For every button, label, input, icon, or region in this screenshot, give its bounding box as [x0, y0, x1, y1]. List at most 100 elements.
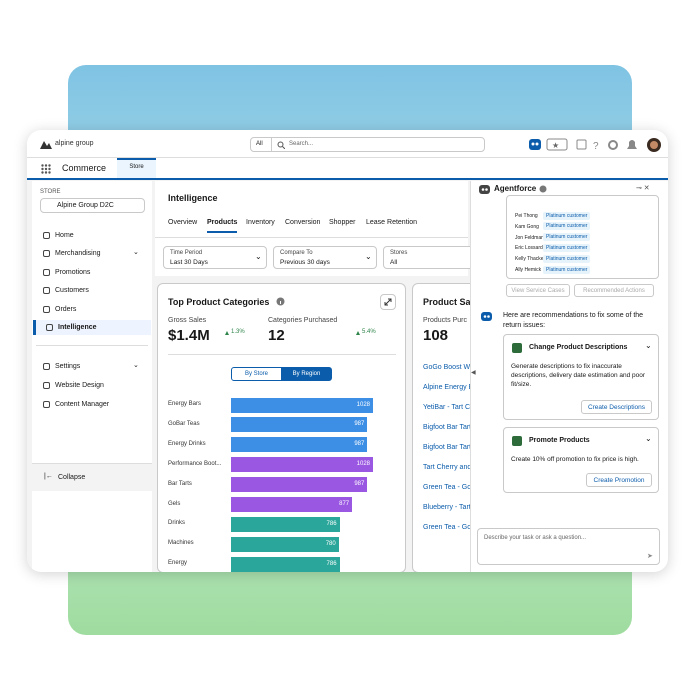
logo: alpine group [55, 140, 94, 147]
category-label: Energy Drinks [168, 440, 206, 447]
nav-item[interactable]: Promotions [33, 265, 151, 280]
top-categories-card: Top Product Categories Gross Sales $1.4M 1… [157, 283, 406, 572]
nav-icon [43, 232, 50, 239]
card-action[interactable]: Create Descriptions [581, 400, 652, 414]
search-icon [277, 141, 285, 149]
product-link[interactable]: GoGo Boost W [423, 364, 471, 371]
action-button[interactable]: View Service Cases [506, 284, 570, 297]
nav-item[interactable]: Settings ⌄ [33, 359, 151, 374]
nav-label[interactable]: Home [55, 232, 74, 239]
agent-message: Here are recommendations to fix some of … [503, 312, 644, 329]
product-link[interactable]: YetiBar - Tart Ch [423, 404, 474, 411]
nav-label[interactable]: Content Manager [55, 401, 110, 408]
agent-icon [479, 185, 490, 194]
nav-label[interactable]: Intelligence [58, 324, 97, 331]
agent-panel: Agentforce ⊸ ✕ Pei Thong Platinum custome… [470, 181, 668, 572]
nav-icon [43, 287, 50, 294]
nav-label[interactable]: Promotions [55, 269, 91, 276]
tab[interactable]: Conversion [285, 219, 321, 226]
bar: 786 [231, 556, 340, 572]
nav-icon [43, 401, 50, 408]
expand-button[interactable] [380, 294, 396, 310]
tab[interactable]: Products [207, 219, 238, 233]
app-bar: Commerce Store [27, 158, 668, 180]
pin-close[interactable]: ⊸ ✕ [636, 185, 650, 192]
panel-arrow[interactable]: ◀ [471, 370, 476, 376]
store-select[interactable]: Alpine Group D2C [40, 198, 145, 213]
customer-name: Kam Gong [515, 223, 539, 230]
nav-item[interactable]: Orders [33, 302, 151, 317]
nav-item[interactable]: Website Design [33, 378, 151, 393]
bar: 1028 [231, 457, 373, 473]
customer-name: Pei Thong [515, 213, 538, 219]
product-link[interactable]: Green Tea - Go [423, 524, 472, 531]
product-link[interactable]: Blueberry - Tart [423, 504, 471, 511]
bar: 877 [231, 497, 353, 512]
top-bar: alpine group All Search... ★ ? [27, 130, 668, 158]
card-icon [512, 343, 522, 353]
nav-item[interactable]: Customers [33, 283, 151, 298]
metric-change: 5.4% [362, 329, 376, 335]
category-label: Drinks [168, 520, 186, 527]
filter[interactable]: Compare To Previous 30 days ⌄ [273, 246, 377, 269]
chevron: ⌄ [365, 252, 372, 261]
card-title: Change Product Descriptions [529, 344, 628, 351]
chevron[interactable]: ⌄ [645, 434, 652, 443]
toggle-button[interactable]: By Region [281, 367, 332, 381]
search-box[interactable]: All Search... [250, 137, 485, 152]
metric-label: Gross Sales [168, 317, 207, 324]
metric-value: 12 [268, 327, 285, 344]
nav-label[interactable]: Merchandising [55, 250, 101, 257]
filter[interactable]: Time Period Last 30 Days ⌄ [163, 246, 267, 269]
chat-input[interactable]: Describe your task or ask a question... … [477, 528, 660, 565]
info-icon [539, 185, 547, 193]
category-label: GoBar Teas [168, 420, 200, 427]
product-link[interactable]: Tart Cherry and [423, 464, 472, 471]
card-action[interactable]: Create Promotion [586, 473, 652, 487]
tab[interactable]: Inventory [246, 219, 275, 226]
tab[interactable]: Shopper [329, 219, 356, 226]
tab[interactable]: Lease Retention [366, 219, 417, 226]
send-icon[interactable]: ➤ [647, 553, 653, 560]
tab[interactable]: Store [117, 158, 156, 178]
customer-name: Ally Hemick [515, 267, 542, 273]
filter-value: All [390, 259, 398, 266]
collapse-area[interactable]: Collapse |← [32, 463, 152, 491]
info-icon [276, 297, 285, 306]
product-link[interactable]: Green Tea - GoB [423, 484, 476, 491]
action-button[interactable]: Recommended Actions [574, 284, 654, 297]
nav-item[interactable]: Merchandising ⌄ [33, 246, 151, 261]
collapse-icon[interactable]: |← [44, 473, 53, 480]
input-placeholder: Describe your task or ask a question... [484, 535, 587, 541]
product-link[interactable]: Bigfoot Bar Tart [423, 424, 472, 431]
nav-label[interactable]: Customers [55, 287, 89, 294]
agent-title: Agentforce [494, 184, 537, 193]
category-label: Machines [168, 540, 194, 547]
chevron[interactable]: ⌄ [645, 341, 652, 350]
product-link[interactable]: Alpine Energy B [423, 384, 474, 391]
divider [271, 138, 272, 151]
bar-value: 786 [326, 560, 337, 567]
toggle-button[interactable]: By Store [231, 367, 282, 381]
metric-value: 108 [423, 327, 449, 344]
search-scope[interactable]: All [256, 141, 263, 147]
nav-item[interactable]: Home [33, 228, 151, 243]
nav-item[interactable]: Content Manager [33, 397, 151, 412]
category-label: Performance Boot... [168, 460, 222, 467]
nav-label[interactable]: Settings [55, 363, 81, 370]
card-icon [512, 436, 522, 446]
nav-label[interactable]: Website Design [55, 382, 104, 389]
nav-icon [46, 324, 53, 331]
agent-avatar [481, 312, 492, 321]
app-window: alpine group All Search... ★ ? Commerce … [27, 130, 668, 572]
svg-text:?: ? [593, 141, 599, 152]
header-icons: ★ ? [529, 138, 661, 152]
nav-item[interactable]: Intelligence [33, 320, 151, 335]
collapse[interactable]: Collapse [58, 474, 86, 481]
tab[interactable]: Overview [168, 219, 198, 226]
nav-icon [43, 306, 50, 313]
product-link[interactable]: Bigfoot Bar Tart [423, 444, 472, 451]
filter-label: Time Period [170, 250, 203, 256]
nav-label[interactable]: Orders [55, 306, 77, 313]
app-launcher[interactable] [41, 164, 51, 174]
